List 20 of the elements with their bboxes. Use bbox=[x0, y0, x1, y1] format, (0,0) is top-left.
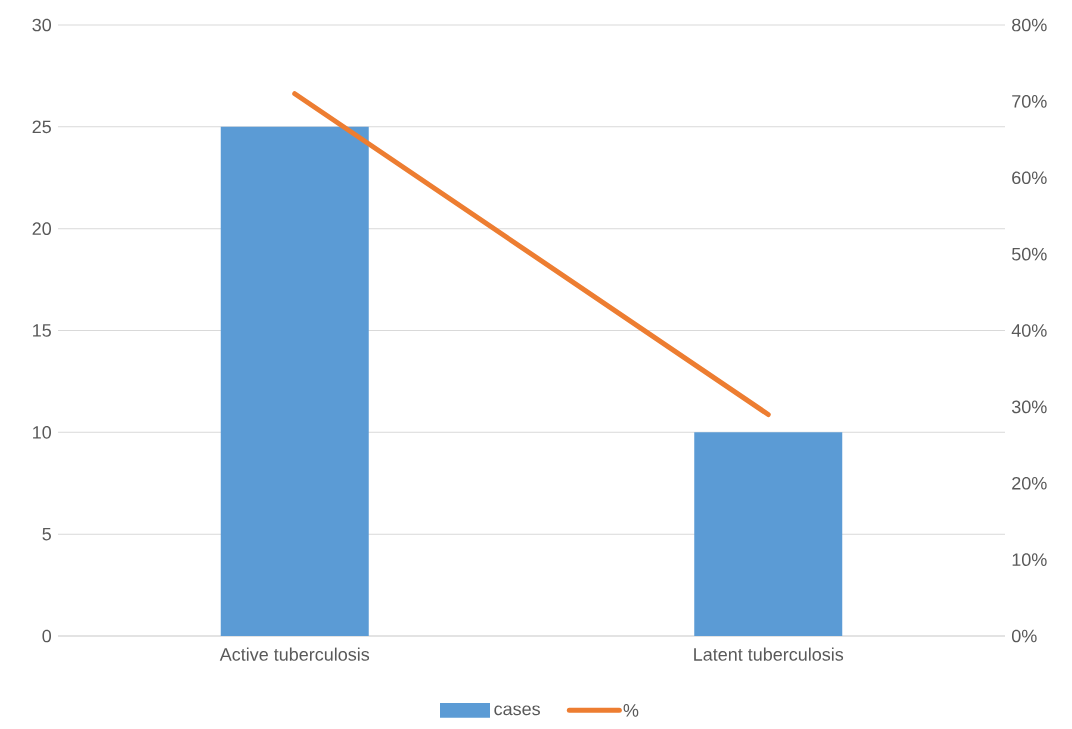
y2-tick-label: 60% bbox=[1012, 171, 1047, 185]
legend-label: cases bbox=[494, 705, 540, 716]
y2-tick-label: 80% bbox=[1012, 18, 1047, 32]
x-tick-label: Latent tuberculosis bbox=[694, 647, 844, 661]
y-tick-label: 5 bbox=[42, 527, 51, 541]
legend-label: % bbox=[623, 704, 639, 717]
y-tick-label: 0 bbox=[42, 629, 52, 643]
y-tick-label: 25 bbox=[32, 120, 51, 134]
y2-tick-label: 10% bbox=[1012, 553, 1047, 566]
y2-tick-label: 50% bbox=[1011, 247, 1047, 261]
y-tick-label: 10 bbox=[33, 425, 52, 439]
y-tick-label: 20 bbox=[32, 222, 52, 236]
y2-tick-label: 40% bbox=[1011, 324, 1047, 337]
y-tick-label: 30 bbox=[32, 18, 52, 32]
y2-tick-label: 0% bbox=[1011, 629, 1037, 643]
y-tick-label: 15 bbox=[33, 324, 51, 337]
y2-tick-label: 30% bbox=[1011, 400, 1047, 414]
y2-tick-label: 70% bbox=[1012, 95, 1047, 108]
x-tick-label: Active tuberculosis bbox=[219, 647, 370, 661]
y2-tick-label: 20% bbox=[1012, 476, 1047, 490]
